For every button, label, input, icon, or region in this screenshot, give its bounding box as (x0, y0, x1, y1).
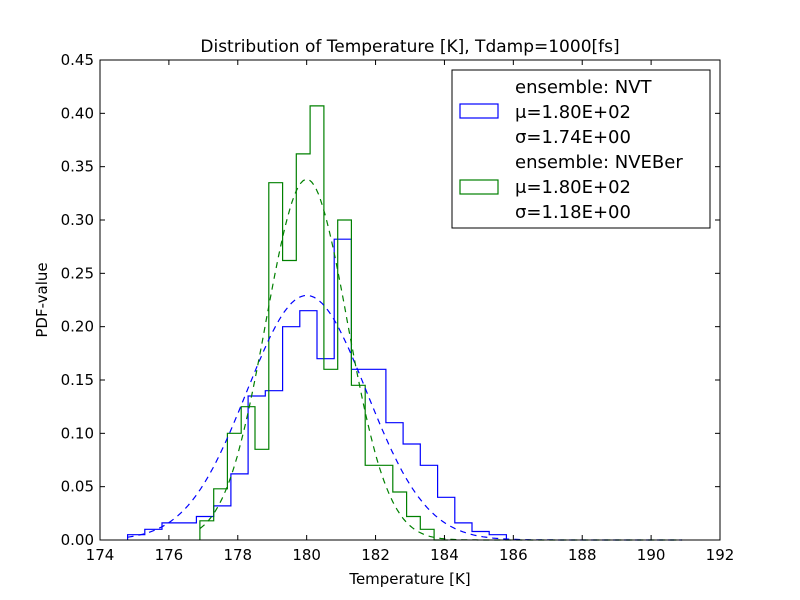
x-tick-label: 190 (637, 546, 666, 564)
y-tick-label: 0.05 (61, 478, 94, 496)
plot-frame (99, 59, 721, 541)
legend-nvt-ensemble: ensemble: NVT (515, 77, 653, 98)
legend-swatch-nvt (459, 103, 499, 119)
y-tick-label: 0.00 (61, 531, 94, 549)
legend: ensemble: NVT μ=1.80E+02 σ=1.74E+00 ense… (451, 69, 711, 229)
x-tick-label: 182 (361, 546, 390, 564)
y-tick-label: 0.40 (61, 104, 94, 122)
chart-title: Distribution of Temperature [K], Tdamp=1… (200, 37, 619, 57)
x-tick-label: 180 (292, 546, 321, 564)
y-tick-label: 0.15 (61, 371, 94, 389)
legend-nveber-ensemble: ensemble: NVEBer (515, 152, 683, 173)
x-axis-label: Temperature [K] (348, 570, 470, 588)
legend-nvt-sigma: σ=1.74E+00 (515, 127, 631, 148)
x-tick-label: 184 (430, 546, 459, 564)
y-tick-label: 0.35 (61, 158, 94, 176)
x-tick-label: 178 (223, 546, 252, 564)
fit-curve-nveber (199, 178, 683, 541)
x-tick-label: 186 (499, 546, 528, 564)
histogram-nvt (127, 238, 507, 540)
plot-area (127, 105, 683, 541)
legend-nvt-mu: μ=1.80E+02 (515, 102, 631, 123)
legend-nveber-sigma: σ=1.18E+00 (515, 202, 631, 223)
legend-swatch-nveber (459, 179, 499, 195)
legend-frame (451, 69, 711, 229)
x-tick-label: 176 (155, 546, 184, 564)
x-axis: 174 176 178 180 182 184 186 188 190 192 (86, 60, 735, 564)
y-tick-label: 0.20 (61, 318, 94, 336)
x-tick-label: 174 (86, 546, 115, 564)
y-tick-label: 0.30 (61, 211, 94, 229)
x-tick-label: 192 (706, 546, 735, 564)
x-tick-label: 188 (568, 546, 597, 564)
y-axis-label: PDF-value (33, 262, 51, 337)
fit-curve-nvt (127, 294, 683, 541)
y-tick-label: 0.45 (61, 51, 94, 69)
y-tick-label: 0.10 (61, 424, 94, 442)
legend-nveber-mu: μ=1.80E+02 (515, 177, 631, 198)
y-tick-label: 0.25 (61, 264, 94, 282)
y-axis: 0.00 0.05 0.10 0.15 0.20 0.25 0.30 0.35 0.40 0.45 (61, 51, 720, 549)
histogram-nveber (199, 105, 448, 541)
